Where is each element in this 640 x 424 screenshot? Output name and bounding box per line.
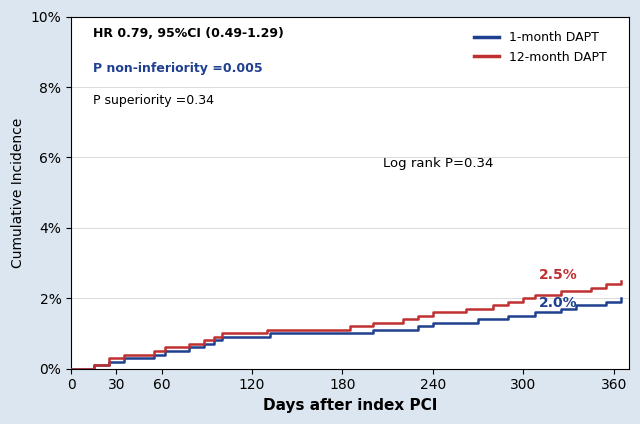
12-month DAPT [335, 327, 343, 332]
1-month DAPT [588, 303, 595, 308]
Legend: 1-month DAPT, 12-month DAPT: 1-month DAPT, 12-month DAPT [468, 26, 611, 69]
1-month DAPT [218, 335, 226, 340]
Text: Log rank P=0.34: Log rank P=0.34 [383, 157, 494, 170]
1-month DAPT [90, 363, 97, 368]
1-month DAPT [462, 320, 470, 325]
1-month DAPT [441, 320, 449, 325]
12-month DAPT [185, 341, 193, 346]
1-month DAPT [346, 331, 354, 336]
1-month DAPT [256, 335, 264, 340]
12-month DAPT [67, 366, 75, 371]
12-month DAPT [218, 331, 226, 336]
1-month DAPT [293, 331, 301, 336]
1-month DAPT [185, 345, 193, 350]
1-month DAPT [429, 320, 436, 325]
1-month DAPT [474, 317, 482, 322]
12-month DAPT [135, 352, 143, 357]
X-axis label: Days after index PCI: Days after index PCI [263, 398, 437, 413]
Text: 2.0%: 2.0% [538, 296, 577, 310]
1-month DAPT [452, 320, 460, 325]
1-month DAPT [150, 352, 158, 357]
12-month DAPT [399, 317, 406, 322]
1-month DAPT [200, 341, 207, 346]
12-month DAPT [504, 299, 512, 304]
12-month DAPT [211, 335, 218, 340]
Line: 1-month DAPT: 1-month DAPT [71, 298, 621, 368]
1-month DAPT [532, 310, 540, 315]
1-month DAPT [67, 366, 75, 371]
1-month DAPT [105, 359, 113, 364]
1-month DAPT [135, 355, 143, 360]
1-month DAPT [335, 331, 343, 336]
12-month DAPT [120, 352, 128, 357]
12-month DAPT [90, 363, 97, 368]
Text: HR 0.79, 95%CI (0.49-1.29): HR 0.79, 95%CI (0.49-1.29) [93, 27, 284, 40]
12-month DAPT [490, 303, 497, 308]
12-month DAPT [384, 320, 392, 325]
12-month DAPT [263, 327, 271, 332]
1-month DAPT [120, 355, 128, 360]
1-month DAPT [161, 349, 168, 354]
Line: 12-month DAPT: 12-month DAPT [71, 281, 621, 368]
1-month DAPT [321, 331, 328, 336]
1-month DAPT [399, 327, 406, 332]
1-month DAPT [618, 296, 625, 301]
1-month DAPT [266, 331, 274, 336]
Text: P non-inferiority =0.005: P non-inferiority =0.005 [93, 62, 263, 75]
12-month DAPT [572, 289, 580, 294]
1-month DAPT [278, 331, 286, 336]
1-month DAPT [602, 299, 610, 304]
1-month DAPT [504, 313, 512, 318]
12-month DAPT [588, 285, 595, 290]
12-month DAPT [241, 331, 248, 336]
1-month DAPT [557, 306, 565, 311]
12-month DAPT [542, 292, 550, 297]
1-month DAPT [245, 335, 253, 340]
1-month DAPT [384, 327, 392, 332]
12-month DAPT [278, 327, 286, 332]
1-month DAPT [414, 324, 422, 329]
12-month DAPT [305, 327, 313, 332]
12-month DAPT [414, 313, 422, 318]
12-month DAPT [293, 327, 301, 332]
12-month DAPT [170, 345, 177, 350]
1-month DAPT [305, 331, 313, 336]
1-month DAPT [572, 303, 580, 308]
1-month DAPT [230, 335, 238, 340]
12-month DAPT [452, 310, 460, 315]
12-month DAPT [429, 310, 436, 315]
12-month DAPT [618, 278, 625, 283]
12-month DAPT [369, 320, 376, 325]
12-month DAPT [200, 338, 207, 343]
12-month DAPT [105, 355, 113, 360]
12-month DAPT [532, 292, 540, 297]
12-month DAPT [557, 289, 565, 294]
1-month DAPT [79, 366, 87, 371]
12-month DAPT [79, 366, 87, 371]
1-month DAPT [542, 310, 550, 315]
1-month DAPT [369, 327, 376, 332]
12-month DAPT [474, 306, 482, 311]
12-month DAPT [150, 349, 158, 354]
12-month DAPT [346, 324, 354, 329]
Y-axis label: Cumulative Incidence: Cumulative Incidence [11, 117, 25, 268]
Text: 2.5%: 2.5% [538, 268, 577, 282]
1-month DAPT [490, 317, 497, 322]
12-month DAPT [602, 282, 610, 287]
1-month DAPT [520, 313, 527, 318]
1-month DAPT [356, 331, 364, 336]
1-month DAPT [211, 338, 218, 343]
12-month DAPT [462, 306, 470, 311]
12-month DAPT [441, 310, 449, 315]
12-month DAPT [321, 327, 328, 332]
12-month DAPT [520, 296, 527, 301]
12-month DAPT [161, 345, 168, 350]
Text: P superiority =0.34: P superiority =0.34 [93, 94, 214, 107]
12-month DAPT [356, 324, 364, 329]
12-month DAPT [252, 331, 259, 336]
12-month DAPT [230, 331, 238, 336]
1-month DAPT [170, 349, 177, 354]
